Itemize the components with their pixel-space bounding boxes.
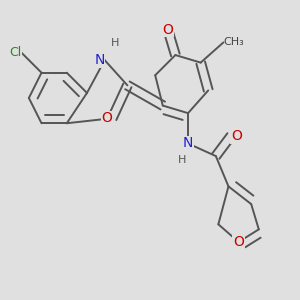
Text: H: H bbox=[178, 155, 186, 165]
Text: Cl: Cl bbox=[9, 46, 21, 59]
Text: N: N bbox=[94, 53, 105, 67]
Text: O: O bbox=[101, 111, 112, 125]
Text: O: O bbox=[162, 23, 173, 37]
Text: O: O bbox=[231, 129, 242, 143]
Text: O: O bbox=[233, 235, 244, 249]
Text: CH₃: CH₃ bbox=[224, 38, 244, 47]
Text: H: H bbox=[111, 38, 119, 48]
Text: N: N bbox=[183, 136, 193, 151]
